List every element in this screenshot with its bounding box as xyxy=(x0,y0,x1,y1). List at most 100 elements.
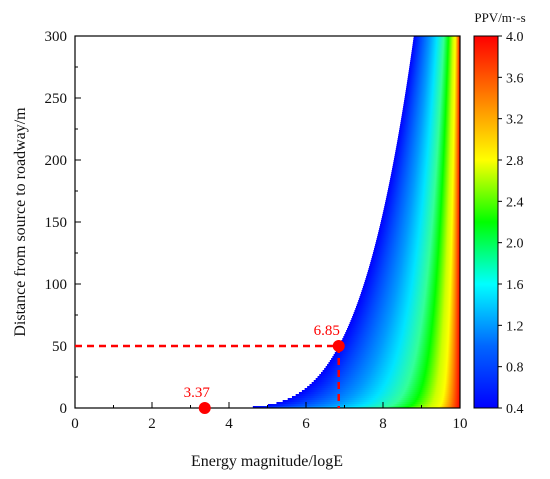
field-strip xyxy=(325,366,460,369)
field-strip xyxy=(404,98,460,101)
field-strip xyxy=(291,396,460,399)
field-strip xyxy=(359,296,460,299)
x-tick-label: 0 xyxy=(71,416,79,432)
field-strip xyxy=(410,58,460,61)
field-strip xyxy=(334,352,460,355)
field-strip xyxy=(385,200,460,203)
field-strip xyxy=(407,80,460,83)
y-tick-label: 100 xyxy=(45,277,68,293)
field-strip xyxy=(378,232,460,235)
field-strip xyxy=(410,60,460,63)
annotation-marker xyxy=(332,340,345,352)
colorbar-tick-label: 0.8 xyxy=(506,361,524,376)
x-tick-label: 6 xyxy=(302,416,310,432)
field-strip xyxy=(400,120,460,123)
field-strip xyxy=(370,262,460,265)
field-strip xyxy=(401,118,460,121)
colorbar-tick-label: 2.8 xyxy=(506,154,524,169)
field-strip xyxy=(351,318,460,321)
y-tick-label: 300 xyxy=(45,29,68,45)
field-strip xyxy=(327,364,460,367)
field-strip xyxy=(409,62,460,65)
field-strip xyxy=(383,210,460,213)
field-strip xyxy=(408,70,460,73)
field-strip xyxy=(360,292,460,295)
annotation-label: 6.85 xyxy=(314,323,340,339)
field-strip xyxy=(295,394,460,397)
field-strip xyxy=(379,226,460,229)
field-strip xyxy=(396,142,460,145)
field-strip xyxy=(361,290,460,293)
field-strip xyxy=(375,244,460,247)
field-strip xyxy=(378,230,460,233)
field-strip xyxy=(408,74,460,77)
field-strip xyxy=(381,216,460,219)
y-tick-label: 250 xyxy=(45,91,68,107)
field-strip xyxy=(384,204,460,207)
field-strip xyxy=(356,304,460,307)
field-strip xyxy=(385,198,460,201)
field-strip xyxy=(329,360,460,363)
colorbar-tick-label: 2.4 xyxy=(506,195,524,210)
field-strip xyxy=(386,196,460,199)
field-strip xyxy=(398,132,460,135)
field-strip xyxy=(355,308,460,311)
field-strip xyxy=(374,248,460,251)
field-strip xyxy=(362,286,460,289)
field-strip xyxy=(405,94,460,97)
field-strip xyxy=(407,78,460,81)
field-strip xyxy=(331,358,460,361)
field-strip xyxy=(313,380,460,383)
field-strip xyxy=(388,184,460,187)
field-strip xyxy=(309,384,460,387)
field-strip xyxy=(376,238,460,241)
field-strip xyxy=(401,114,460,117)
field-strip xyxy=(360,294,460,297)
field-strip xyxy=(344,334,460,337)
field-strip xyxy=(382,212,460,215)
field-strip xyxy=(404,100,460,103)
field-strip xyxy=(399,128,460,131)
field-strip xyxy=(411,50,460,53)
field-strip xyxy=(411,52,460,55)
field-strip xyxy=(335,350,460,353)
annotation-label: 3.37 xyxy=(184,385,211,401)
field-strip xyxy=(413,40,460,43)
field-strip xyxy=(387,192,460,195)
field-strip xyxy=(343,336,460,339)
field-strip xyxy=(402,112,460,115)
field-strip xyxy=(396,146,460,149)
field-strip xyxy=(395,148,460,151)
field-strip xyxy=(363,284,460,287)
field-strip xyxy=(347,328,460,331)
colorbar: 0.4 0.8 1.2 1.6 2.0 2.4 2.8 3.2 3.6 4.0 xyxy=(473,30,524,417)
field-strip xyxy=(405,90,460,93)
field-strip xyxy=(282,400,460,403)
field-strip xyxy=(390,174,460,177)
field-strip xyxy=(347,326,460,329)
field-strip xyxy=(395,150,460,153)
field-strip xyxy=(367,270,460,273)
field-strip xyxy=(357,302,460,305)
field-strip xyxy=(409,68,460,71)
y-tick-label: 150 xyxy=(45,215,68,231)
field-strip xyxy=(366,274,460,277)
x-tick-label: 2 xyxy=(148,416,156,432)
field-strip xyxy=(390,176,460,179)
field-strip xyxy=(412,42,460,45)
field-strip xyxy=(369,264,460,267)
field-strip xyxy=(358,298,460,301)
field-strip xyxy=(373,250,460,253)
field-strip xyxy=(397,138,460,141)
field-strip xyxy=(364,280,460,283)
field-strip xyxy=(380,224,460,227)
field-strip xyxy=(402,108,460,111)
field-strip xyxy=(324,368,460,371)
field-strip xyxy=(413,36,460,39)
field-strip xyxy=(406,86,460,89)
field-strip xyxy=(385,202,460,205)
field-strip xyxy=(389,182,460,185)
field-strip xyxy=(386,194,460,197)
field-strip xyxy=(276,402,460,405)
